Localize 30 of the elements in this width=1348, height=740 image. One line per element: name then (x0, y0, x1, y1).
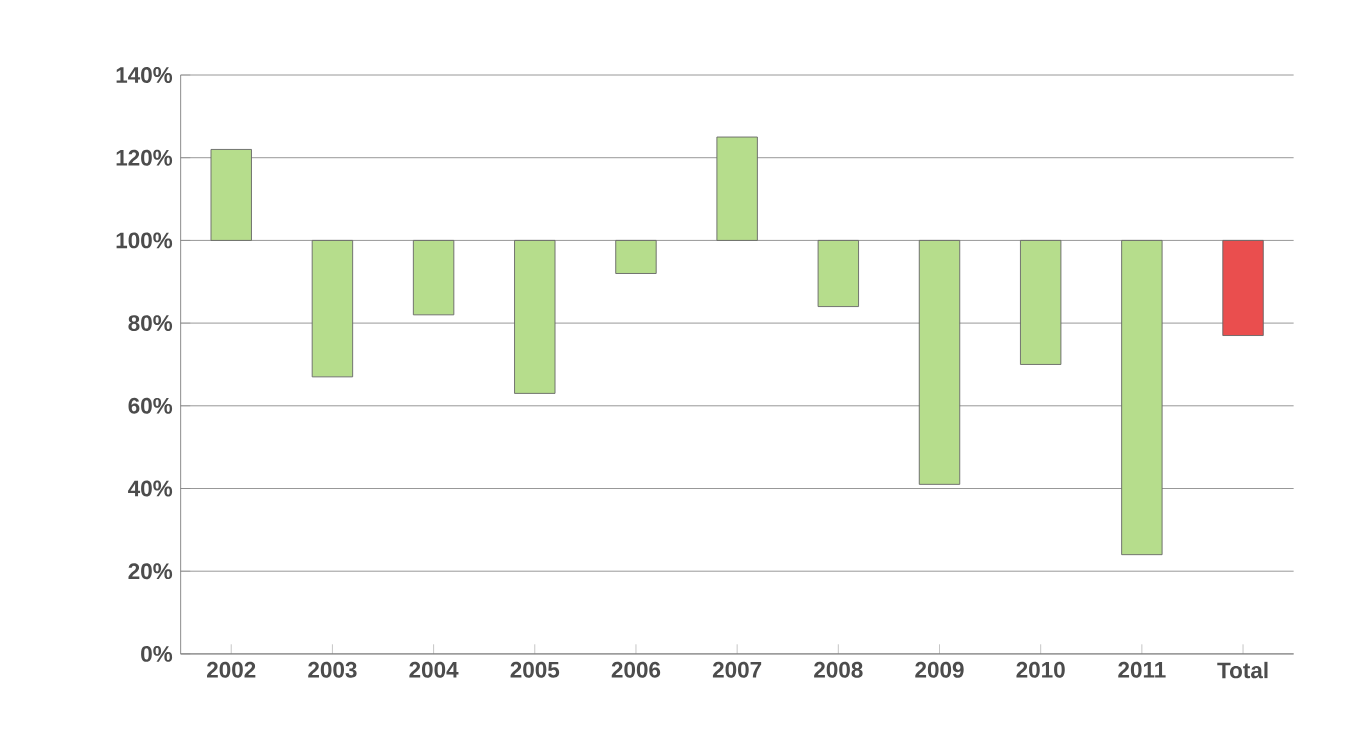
y-tick-label: 80% (128, 315, 173, 331)
bar (1121, 239, 1163, 555)
x-tick-label: 2007 (712, 661, 762, 678)
y-tick-label: 0% (141, 645, 173, 662)
x-tick-label: Total (1217, 661, 1268, 679)
y-tick-label: 60% (128, 397, 173, 414)
x-tick-label: 2002 (207, 661, 256, 678)
x-tick-label: 2004 (409, 661, 459, 678)
x-tick-label: 2006 (611, 661, 661, 678)
x-tick-label: 2005 (510, 661, 560, 678)
bar (311, 239, 354, 378)
x-tick-label: 2011 (1118, 661, 1166, 678)
bar (210, 148, 252, 241)
x-tick-label: 2009 (915, 661, 964, 678)
y-tick-label: 140% (116, 66, 173, 83)
x-tick-label: 2008 (814, 661, 863, 678)
y-tick-label: 100% (116, 232, 173, 249)
bar (918, 239, 961, 485)
y-tick-label: 40% (128, 480, 173, 497)
x-tick-label: 2003 (308, 661, 357, 678)
x-tick-label: 2010 (1016, 661, 1065, 678)
y-tick-label: 120% (116, 149, 173, 166)
y-tick-label: 20% (128, 563, 173, 580)
bar (412, 239, 455, 316)
bar (615, 239, 657, 274)
bar (1020, 239, 1062, 365)
bar (716, 136, 758, 241)
bar (514, 239, 556, 394)
bar (1222, 239, 1264, 336)
bar (817, 239, 859, 307)
